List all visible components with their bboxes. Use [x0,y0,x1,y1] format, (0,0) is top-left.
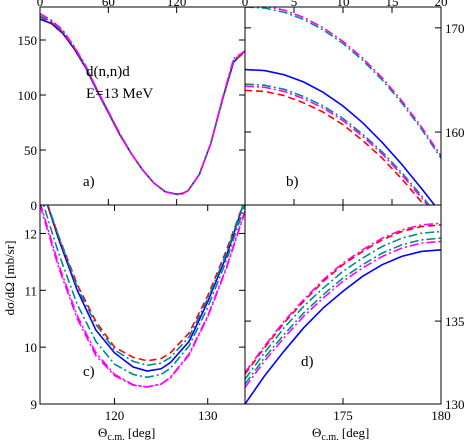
y-tick-label: 170 [445,21,465,36]
series-line-dashdot-3 [245,222,441,373]
x-axis-label-right-unit: [deg] [339,425,370,440]
series-line-solid-0 [245,248,441,404]
y-tick-label: 10 [24,340,37,355]
panel-b: 0 5 10 15 20 160 170 b) [242,0,465,206]
svg-text:Θc.m. [deg]: Θc.m. [deg] [98,425,155,443]
x-tick-label: 175 [333,408,353,423]
x-axis-label-right-theta: Θ [312,425,321,440]
series-line-dashdot-2 [245,230,441,380]
series-group [40,205,245,388]
y-tick-label: 100 [18,88,38,103]
y-tick-label: 50 [24,143,37,158]
series-line-dashed-1 [47,205,244,362]
series-line-dashdot-4 [42,205,245,379]
x-axis-label-left-unit: [deg] [125,425,156,440]
series-group [40,12,245,196]
series-line-dashdot-2 [245,7,441,159]
x-tick-label: 60 [102,0,115,9]
y-tick-label: 150 [18,33,38,48]
x-tick-label: 120 [167,0,187,9]
panel-label: b) [286,174,299,190]
panel-label: d) [301,354,314,370]
x-tick-label: 130 [198,408,218,423]
series-line-dashdot-4 [245,237,441,385]
panels: 0 60 120 0 50 100 150 a) 0 5 10 15 20 160 170 b) 120 130 9… [18,0,465,423]
series-line-dashdot-5 [40,205,245,388]
panel-label: a) [83,174,95,190]
y-tick-label: 12 [24,226,37,241]
series-line-dashed-1 [245,89,425,205]
panel-label: c) [83,364,95,380]
reaction-label: d(n,n)d [86,64,130,80]
panel-frame [39,6,246,206]
x-axis-label-left: Θc.m. [deg] [98,425,155,443]
x-axis-label-right-sub: c.m. [321,432,338,443]
y-tick-label: 130 [445,397,465,412]
y-axis-label: dσ/dΩ [mb/sr] [2,241,17,316]
energy-label: E=13 MeV [86,86,153,102]
x-tick-label: 0 [37,0,44,9]
series-line-solid-0 [245,68,436,205]
series-line-dashed-1 [245,224,441,375]
x-tick-label: 0 [242,0,249,9]
y-tick-label: 160 [445,125,465,140]
series-group [245,222,441,404]
series-line-solid-0 [46,205,244,372]
panel-frame [39,204,246,405]
series-line-dashdot-3 [265,7,441,157]
y-tick-label: 135 [445,314,465,329]
series-line-dashdot-4 [245,83,431,205]
x-tick-label: 120 [105,408,125,423]
x-tick-label: 5 [291,0,298,9]
panel-a: 0 60 120 0 50 100 150 a) [18,0,246,213]
x-tick-label: 15 [386,0,399,9]
series-line-solid-0 [40,18,245,196]
y-tick-label: 0 [31,198,38,213]
svg-text:Θc.m. [deg]: Θc.m. [deg] [312,425,369,443]
x-axis-label-left-theta: Θ [98,425,107,440]
series-line-dashdot-2 [47,205,244,367]
x-axis-label-right: Θc.m. [deg] [312,425,369,443]
series-group [245,7,441,205]
series-line-dashdot-3 [40,12,245,196]
x-axis-label-left-sub: c.m. [107,432,124,443]
panel-c: 120 130 9 10 11 12 c) [24,204,246,423]
y-tick-label: 11 [24,283,37,298]
x-tick-label: 20 [435,0,448,9]
series-line-dashdot-5 [245,85,429,205]
x-tick-label: 10 [337,0,350,9]
y-tick-label: 9 [31,397,38,412]
panel-frame [244,204,442,405]
x-tick-label: 180 [431,408,451,423]
series-line-dashdot-5 [245,240,441,388]
series-line-dashdot-2 [40,15,245,196]
